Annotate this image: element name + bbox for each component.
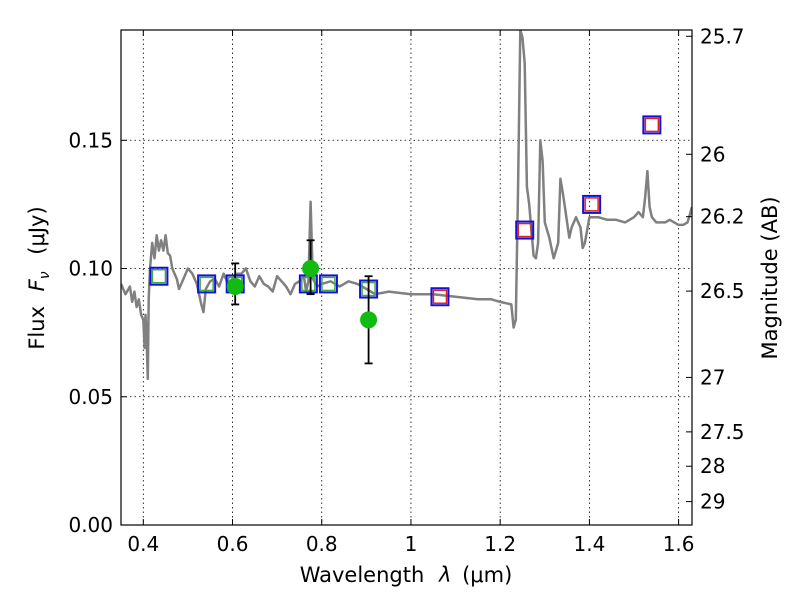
x-tick-label: 1.2 — [484, 532, 516, 556]
x-axis-symbol: λ — [438, 563, 451, 587]
y2-tick-label: 26.2 — [700, 205, 745, 229]
model-square — [301, 276, 316, 292]
filter-square — [582, 194, 602, 214]
y2-tick-label: 28 — [700, 454, 725, 478]
y-axis-label-text: Flux — [25, 306, 49, 350]
x-tick-label: 1 — [405, 532, 418, 556]
x-tick-label: 1.4 — [573, 532, 605, 556]
y-tick-label: 0.15 — [68, 128, 113, 152]
x-tick-label: 0.6 — [217, 532, 249, 556]
model-square — [321, 276, 336, 292]
filter-square — [197, 274, 217, 294]
y2-tick-label: 29 — [700, 490, 725, 514]
y2-axis-label: Magnitude (AB) — [758, 196, 782, 359]
x-axis-label-text: Wavelength — [300, 563, 425, 587]
y2-tick-label: 27 — [700, 365, 725, 389]
points-layer — [149, 115, 662, 365]
model-square — [432, 289, 448, 304]
y2-tick-label: 26 — [700, 142, 725, 166]
filter-square — [430, 287, 450, 307]
filter-square — [318, 274, 338, 294]
model-square — [517, 222, 532, 238]
y-tick-label: 0.00 — [68, 513, 113, 537]
y2-tick-label: 27.5 — [700, 420, 745, 444]
observed-point — [302, 260, 320, 278]
x-axis-label: Wavelength λ (μm) — [300, 563, 513, 587]
plot-frame — [120, 29, 693, 526]
x-tick-label: 0.4 — [127, 532, 159, 556]
y2-tick-label: 25.7 — [700, 24, 745, 48]
observed-point — [226, 277, 244, 295]
y-axis-symbol: F — [25, 278, 49, 291]
filter-square — [515, 220, 535, 240]
y-axis-symbol-sub: ν — [37, 271, 53, 279]
ticks-layer: 0.4 0.6 0.8 1 1.2 1.4 1.6 0.00 0.05 0.10 0.15 25.7 2… — [68, 24, 744, 556]
y-tick-label: 0.10 — [68, 257, 113, 281]
spectrum-line — [121, 30, 692, 381]
series-layer — [121, 30, 692, 381]
y-axis-unit: (μJy) — [25, 206, 49, 254]
x-axis-unit: (μm) — [462, 563, 512, 587]
filter-square — [149, 266, 169, 286]
y-axis-label: Flux Fν (μJy) — [25, 206, 54, 349]
model-square — [584, 197, 599, 212]
filter-square — [642, 115, 662, 135]
x-tick-label: 0.8 — [306, 532, 338, 556]
x-tick-label: 1.6 — [663, 532, 695, 556]
model-square — [199, 276, 214, 292]
model-square — [151, 268, 167, 284]
model-square — [644, 117, 660, 133]
y-tick-label: 0.05 — [68, 385, 113, 409]
y2-tick-label: 26.5 — [700, 279, 745, 303]
observed-point — [360, 311, 378, 329]
